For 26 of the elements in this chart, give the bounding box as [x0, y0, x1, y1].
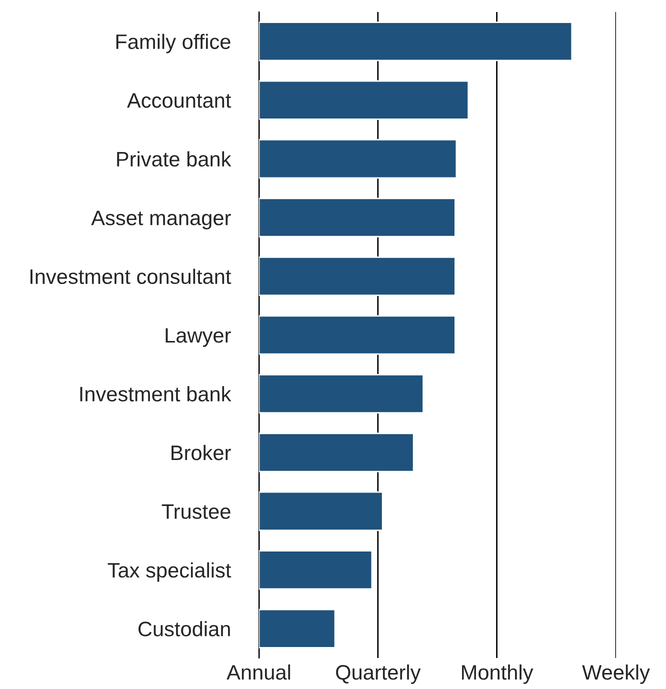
y-tick-label: Lawyer	[166, 328, 231, 347]
y-tick-label: Family office	[116, 34, 230, 54]
ref-line-label: Annual	[226, 664, 290, 680]
ref-line-label: Weekly	[582, 664, 650, 684]
bar	[259, 374, 424, 414]
bar	[259, 80, 470, 120]
y-tick-label: Investment bank	[80, 386, 232, 402]
bar	[259, 432, 414, 472]
y-tick-label: Trustee	[162, 504, 230, 519]
bar	[259, 22, 573, 62]
y-tick-label: Broker	[172, 444, 231, 460]
ref-line-label: Quarterly	[336, 664, 421, 684]
y-tick-label: Private bank	[117, 151, 232, 167]
bar	[259, 256, 456, 296]
bar	[259, 491, 384, 531]
bar	[259, 550, 373, 590]
y-tick-label: Asset manager	[91, 210, 231, 230]
y-tick-label: Tax specialist	[108, 562, 232, 582]
ref-line-label: Monthly	[462, 664, 534, 684]
y-tick-label: Custodian	[138, 621, 230, 636]
bar	[259, 198, 456, 238]
y-tick-label: Accountant	[127, 93, 232, 108]
bar	[259, 608, 336, 648]
bar	[259, 139, 458, 179]
bar	[259, 315, 456, 355]
y-tick-label: Investment consultant	[30, 268, 232, 284]
